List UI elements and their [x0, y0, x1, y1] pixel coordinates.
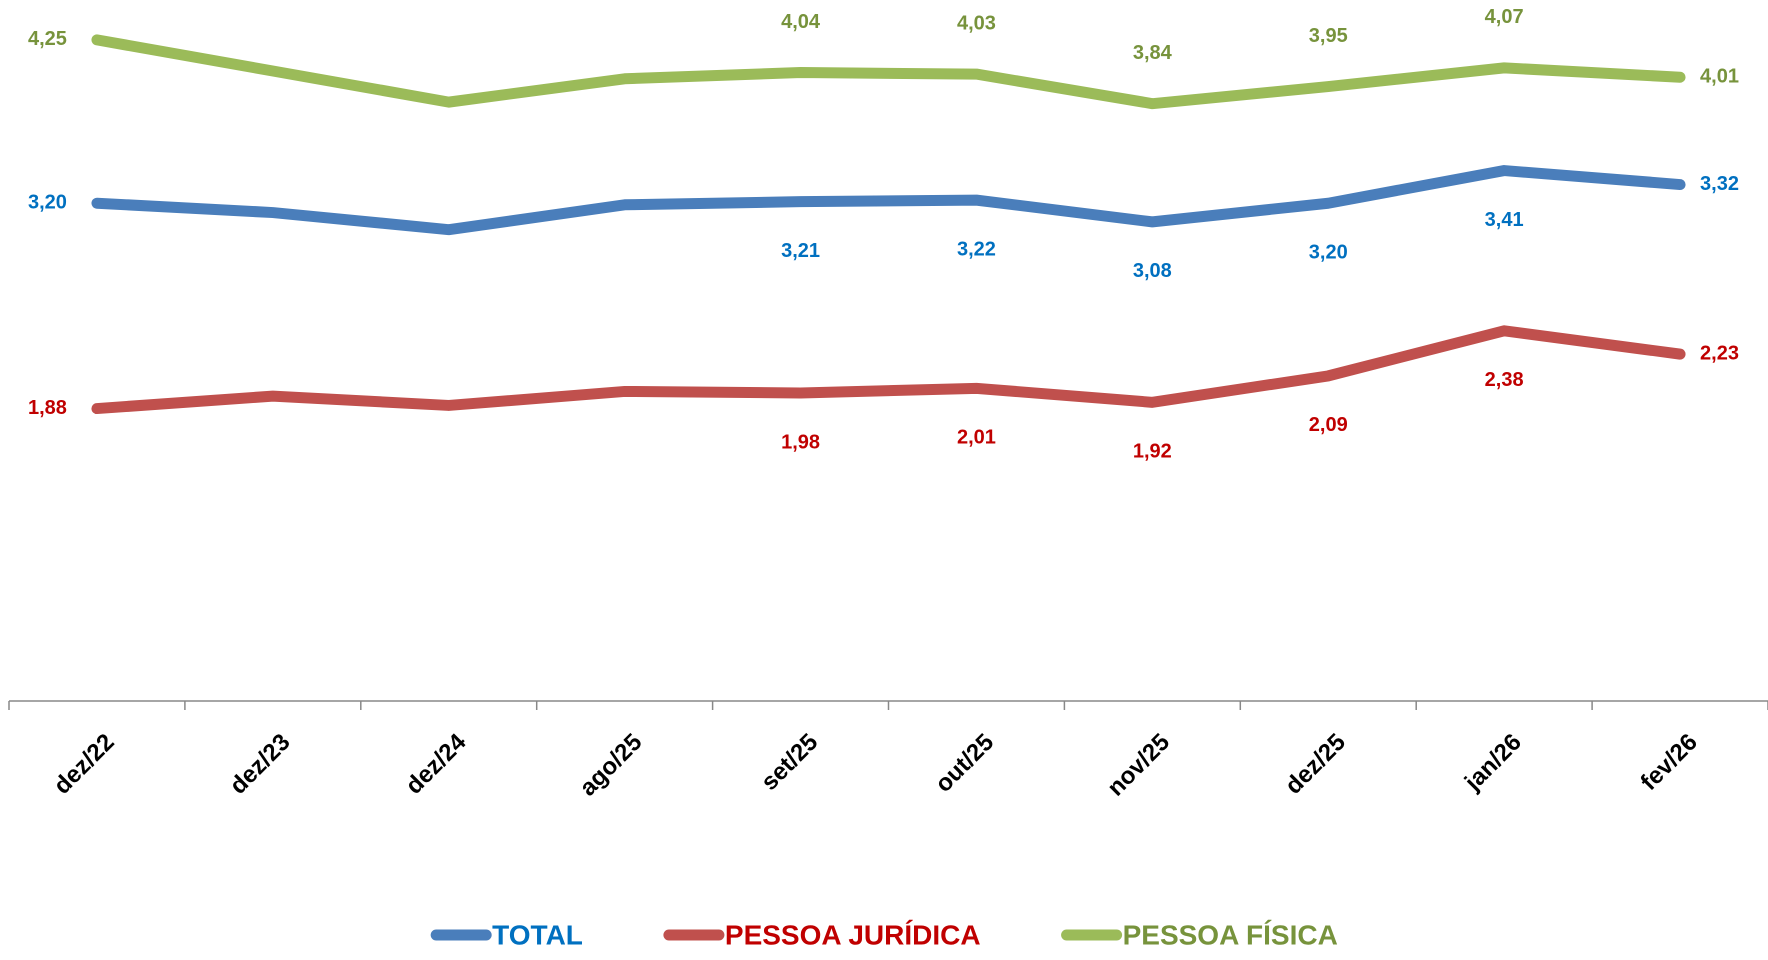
series-line	[91, 165, 1686, 236]
data-label: 4,04	[781, 11, 821, 33]
data-label: 3,08	[1133, 260, 1172, 282]
series-line	[91, 34, 1686, 110]
series-line	[91, 325, 1686, 415]
data-label: 1,88	[28, 397, 67, 419]
x-tick-label: dez/24	[401, 728, 472, 799]
data-label: 3,84	[1133, 42, 1173, 64]
data-label: 3,20	[28, 192, 67, 214]
data-label: 3,32	[1700, 173, 1739, 195]
x-tick-label: dez/22	[49, 729, 120, 800]
data-label: 4,07	[1485, 6, 1524, 28]
data-label: 3,21	[781, 240, 820, 262]
legend-label: TOTAL	[492, 919, 583, 950]
data-label: 1,92	[1133, 441, 1172, 463]
x-tick-label: nov/25	[1102, 729, 1175, 802]
data-label: 2,01	[957, 427, 996, 449]
data-label: 3,20	[1309, 242, 1348, 264]
legend-label: PESSOA JURÍDICA	[725, 919, 981, 950]
x-tick-label: ago/25	[575, 729, 648, 802]
x-tick-label: jan/26	[1459, 729, 1527, 797]
data-label: 2,09	[1309, 414, 1348, 436]
legend-label: PESSOA FÍSICA	[1123, 919, 1338, 950]
data-label: 2,38	[1485, 369, 1524, 391]
x-tick-label: dez/25	[1280, 729, 1351, 800]
data-label: 1,98	[781, 431, 820, 453]
x-tick-label: set/25	[756, 729, 823, 796]
x-tick-label: dez/23	[225, 729, 296, 800]
data-label: 3,22	[957, 238, 996, 260]
data-label: 2,23	[1700, 342, 1739, 364]
data-label: 4,03	[957, 12, 996, 34]
data-label: 3,41	[1485, 209, 1524, 231]
data-label: 3,95	[1309, 25, 1348, 47]
x-tick-label: fev/26	[1636, 729, 1703, 796]
x-tick-label: out/25	[930, 729, 999, 798]
data-label: 4,25	[28, 28, 67, 50]
data-label: 4,01	[1700, 66, 1739, 88]
